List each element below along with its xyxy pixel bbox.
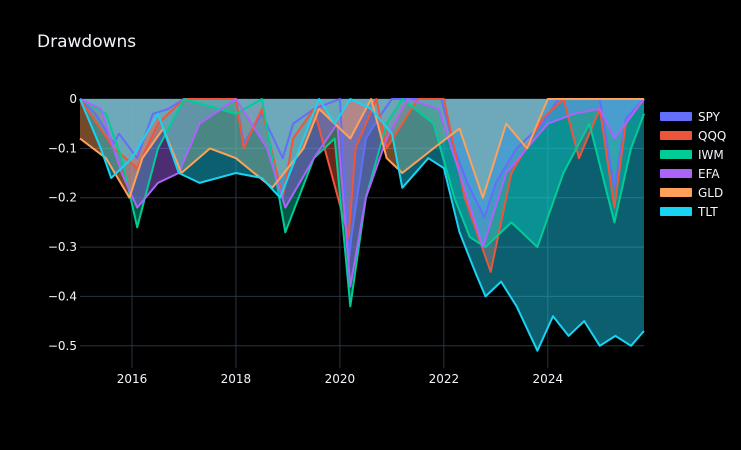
series-area-iwm bbox=[80, 99, 644, 307]
legend-label: IWM bbox=[698, 147, 724, 162]
legend-item-tlt[interactable]: TLT bbox=[660, 202, 726, 221]
legend[interactable]: SPY QQQ IWM EFA GLD TLT bbox=[660, 107, 726, 221]
y-tick-label: −0.1 bbox=[48, 141, 77, 155]
x-tick-label: 2018 bbox=[221, 372, 252, 386]
y-tick-label: −0.4 bbox=[48, 289, 77, 303]
series-lines bbox=[79, 98, 645, 352]
y-tick-label: −0.5 bbox=[48, 339, 77, 353]
legend-item-qqq[interactable]: QQQ bbox=[660, 126, 726, 145]
legend-swatch bbox=[660, 169, 692, 178]
legend-item-spy[interactable]: SPY bbox=[660, 107, 726, 126]
series-areas bbox=[80, 99, 644, 351]
y-axis-ticks: 0 −0.1 −0.2 −0.3 −0.4 −0.5 bbox=[48, 92, 77, 353]
legend-swatch bbox=[660, 150, 692, 159]
series-area-efa bbox=[80, 99, 644, 287]
legend-swatch bbox=[660, 131, 692, 140]
series-area-tlt bbox=[80, 99, 644, 351]
y-tick-label: −0.2 bbox=[48, 191, 77, 205]
legend-label: QQQ bbox=[698, 128, 727, 143]
series-line-gld bbox=[79, 98, 644, 199]
series-area-spy bbox=[80, 99, 644, 262]
x-tick-label: 2020 bbox=[325, 372, 356, 386]
legend-swatch bbox=[660, 188, 692, 197]
legend-label: EFA bbox=[698, 166, 720, 181]
x-tick-label: 2016 bbox=[117, 372, 148, 386]
x-tick-label: 2024 bbox=[533, 372, 564, 386]
legend-item-efa[interactable]: EFA bbox=[660, 164, 726, 183]
series-area-gld bbox=[80, 99, 644, 198]
legend-swatch bbox=[660, 207, 692, 216]
chart-title: Drawdowns bbox=[37, 32, 137, 52]
series-area-qqq bbox=[80, 99, 644, 272]
legend-swatch bbox=[660, 112, 692, 121]
series-line-qqq bbox=[79, 98, 645, 273]
legend-item-gld[interactable]: GLD bbox=[660, 183, 726, 202]
x-axis-ticks: 2016 2018 2020 2022 2024 bbox=[117, 372, 563, 386]
legend-item-iwm[interactable]: IWM bbox=[660, 145, 726, 164]
legend-label: TLT bbox=[698, 204, 718, 219]
series-line-spy bbox=[79, 98, 645, 263]
series-line-efa bbox=[79, 98, 645, 288]
y-tick-label: 0 bbox=[69, 92, 77, 106]
legend-label: SPY bbox=[698, 109, 720, 124]
y-tick-label: −0.3 bbox=[48, 240, 77, 254]
series-line-iwm bbox=[79, 98, 645, 308]
legend-label: GLD bbox=[698, 185, 724, 200]
series-line-tlt bbox=[79, 98, 645, 352]
x-tick-label: 2022 bbox=[429, 372, 460, 386]
